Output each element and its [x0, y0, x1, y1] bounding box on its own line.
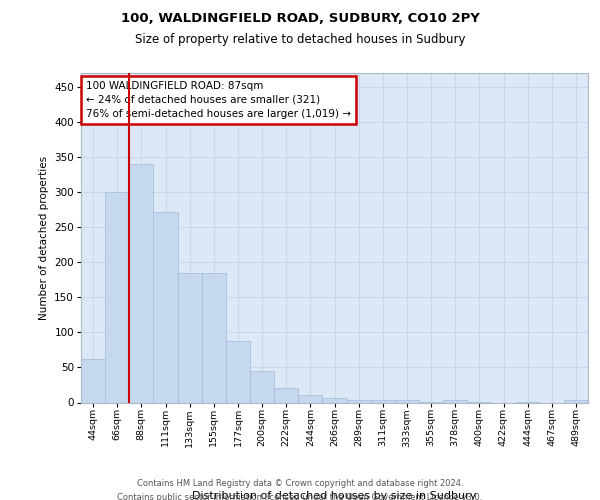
Bar: [154, 212, 178, 402]
Text: 100 WALDINGFIELD ROAD: 87sqm
← 24% of detached houses are smaller (321)
76% of s: 100 WALDINGFIELD ROAD: 87sqm ← 24% of de…: [86, 80, 351, 118]
Bar: [322, 398, 347, 402]
Bar: [564, 400, 588, 402]
Text: Size of property relative to detached houses in Sudbury: Size of property relative to detached ho…: [135, 32, 465, 46]
Bar: [371, 400, 395, 402]
Bar: [226, 340, 250, 402]
Bar: [129, 164, 154, 402]
Bar: [395, 400, 419, 402]
Bar: [250, 371, 274, 402]
Bar: [202, 274, 226, 402]
Text: 100, WALDINGFIELD ROAD, SUDBURY, CO10 2PY: 100, WALDINGFIELD ROAD, SUDBURY, CO10 2P…: [121, 12, 479, 26]
Y-axis label: Number of detached properties: Number of detached properties: [39, 156, 49, 320]
Text: Contains HM Land Registry data © Crown copyright and database right 2024.: Contains HM Land Registry data © Crown c…: [137, 479, 463, 488]
X-axis label: Distribution of detached houses by size in Sudbury: Distribution of detached houses by size …: [193, 491, 476, 500]
Bar: [178, 274, 202, 402]
Bar: [347, 400, 371, 402]
Bar: [298, 395, 322, 402]
Bar: [274, 388, 298, 402]
Text: Contains public sector information licensed under the Open Government Licence v3: Contains public sector information licen…: [118, 492, 482, 500]
Bar: [443, 400, 467, 402]
Bar: [81, 359, 105, 403]
Bar: [105, 192, 129, 402]
